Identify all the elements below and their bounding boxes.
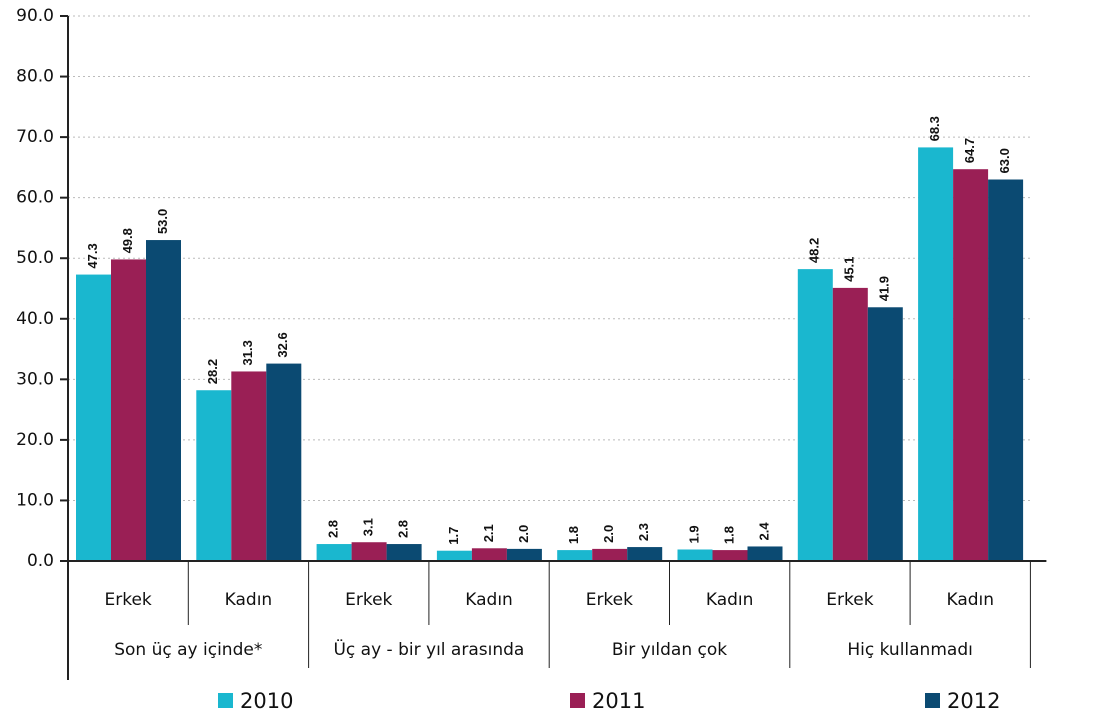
y-tick-label: 70.0	[16, 127, 54, 147]
y-tick-label: 40.0	[16, 309, 54, 329]
value-label: 3.1	[361, 518, 376, 536]
bar	[386, 544, 422, 561]
value-label: 1.8	[721, 526, 736, 544]
bar	[351, 542, 387, 561]
bar	[712, 550, 748, 561]
x-tick-label: Kadın	[225, 590, 273, 610]
bar	[436, 550, 472, 561]
bar	[627, 547, 663, 561]
value-label: 41.9	[877, 276, 892, 301]
bar	[506, 548, 542, 561]
value-label: 49.8	[120, 228, 135, 253]
value-label: 2.0	[601, 525, 616, 543]
bar	[953, 169, 989, 561]
bar	[592, 548, 628, 561]
value-label: 2.3	[636, 523, 651, 541]
y-tick-label: 10.0	[16, 490, 54, 510]
value-label: 47.3	[85, 243, 100, 268]
bar	[471, 548, 507, 561]
x-tick-label: Kadın	[465, 590, 513, 610]
group-label: Üç ay - bir yıl arasında	[333, 638, 524, 660]
y-tick-label: 60.0	[16, 188, 54, 208]
y-tick-label: 80.0	[16, 67, 54, 87]
value-label: 1.8	[566, 526, 581, 544]
value-label: 2.4	[756, 522, 771, 541]
bar	[111, 259, 146, 561]
legend-swatch	[218, 693, 233, 708]
value-label: 48.2	[807, 238, 822, 263]
bar	[266, 363, 302, 561]
x-tick-label: Kadın	[706, 590, 754, 610]
bar	[231, 371, 267, 561]
value-label: 63.0	[997, 148, 1012, 173]
group-label: Son üç ay içinde*	[114, 640, 262, 660]
bar	[867, 307, 903, 561]
value-label: 1.7	[446, 527, 461, 545]
value-label: 64.7	[962, 138, 977, 163]
y-tick-label: 30.0	[16, 369, 54, 389]
bar	[797, 269, 833, 561]
y-tick-label: 0.0	[27, 551, 54, 571]
x-tick-label: Erkek	[826, 590, 873, 610]
value-label: 2.8	[396, 520, 411, 538]
y-tick-label: 20.0	[16, 430, 54, 450]
y-tick-label: 90.0	[16, 6, 54, 26]
x-tick-label: Erkek	[586, 590, 633, 610]
bar	[677, 549, 713, 561]
value-label: 32.6	[275, 332, 290, 357]
bar	[918, 147, 954, 561]
x-tick-label: Erkek	[105, 590, 152, 610]
legend-label: 2010	[240, 689, 293, 713]
bar	[747, 546, 783, 561]
bar	[316, 544, 352, 561]
legend-swatch	[570, 693, 585, 708]
bar	[988, 179, 1024, 561]
legend-swatch	[925, 693, 940, 708]
group-label: Hiç kullanmadı	[847, 640, 972, 660]
value-label: 53.0	[155, 209, 170, 234]
value-label: 2.8	[326, 520, 341, 538]
value-label: 2.0	[516, 525, 531, 543]
bar	[832, 287, 868, 561]
bar	[76, 274, 111, 561]
bar	[557, 550, 593, 561]
value-label: 68.3	[927, 116, 942, 141]
legend-label: 2011	[592, 689, 645, 713]
value-label: 2.1	[481, 524, 496, 542]
value-label: 28.2	[205, 359, 220, 384]
legend-label: 2012	[947, 689, 1000, 713]
x-tick-label: Erkek	[345, 590, 392, 610]
bar	[196, 390, 232, 561]
group-label: Bir yıldan çok	[612, 640, 727, 660]
bar	[146, 240, 181, 562]
value-label: 45.1	[842, 257, 857, 282]
value-label: 31.3	[240, 340, 255, 365]
y-tick-label: 50.0	[16, 248, 54, 268]
value-label: 1.9	[686, 525, 701, 543]
x-tick-label: Kadın	[946, 590, 994, 610]
